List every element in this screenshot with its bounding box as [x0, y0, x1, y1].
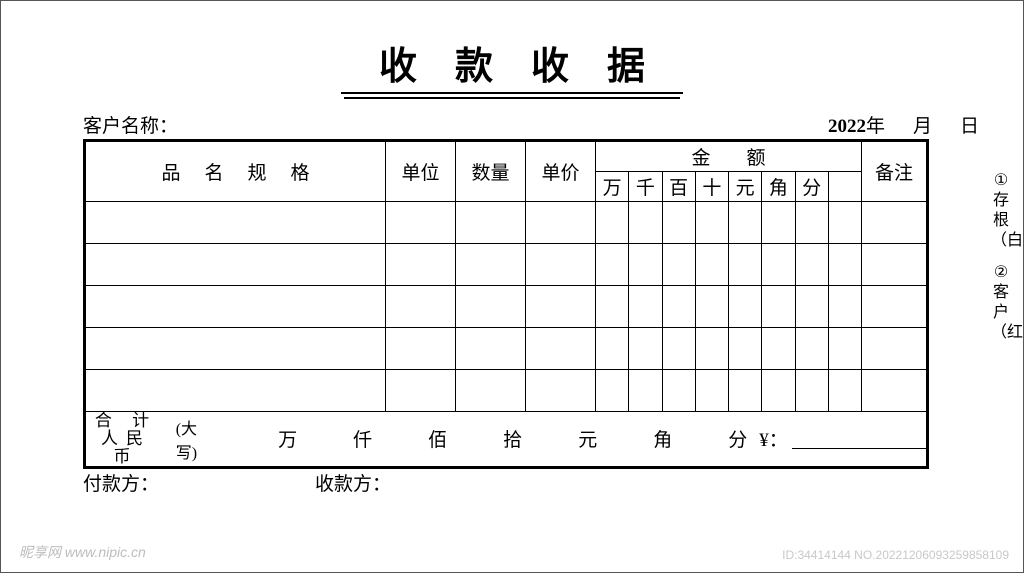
total-label-top: 合 计: [90, 412, 162, 430]
total-inner: 合 计 人民币 (大写) 万 仟 佰 拾 元 角 分 ¥：: [86, 412, 926, 466]
table-row: [86, 370, 927, 412]
watermark-right: ID:34414144 NO.20221206093259858109: [782, 548, 1009, 562]
page-title: 收款收据: [341, 35, 683, 94]
title-wrap: 收款收据: [1, 35, 1023, 99]
meta-row: 客户名称： 2022年 月 日: [83, 111, 979, 138]
hdr-digit-fen: 分: [795, 172, 828, 202]
circle-two-icon: ②: [991, 263, 1011, 283]
payer-label: 付款方：: [83, 469, 315, 496]
table-row: [86, 286, 927, 328]
receipt-table: 品名规格 单位 数量 单价 金额 备注 万 千 百 十 元 角 分: [85, 141, 927, 467]
hdr-amount: 金额: [596, 142, 862, 172]
receipt-table-wrap: 品名规格 单位 数量 单价 金额 备注 万 千 百 十 元 角 分: [83, 139, 929, 469]
table-row: [86, 244, 927, 286]
total-unit-yuan: 元: [528, 425, 603, 452]
total-label: 合 计 人民币: [90, 412, 162, 466]
total-label-bottom: 人民币: [90, 430, 162, 466]
side-copy-1: ① 存根（白）: [991, 171, 1011, 251]
receipt-page: 收款收据 客户名称： 2022年 月 日 品名规格 单位 数量 单价 金额 备注 万…: [0, 0, 1024, 573]
year-unit: 年: [866, 116, 885, 137]
footer-row: 付款方： 收款方：: [83, 469, 391, 496]
month-unit: 月: [913, 116, 932, 137]
hdr-digit-qian: 千: [629, 172, 662, 202]
total-row: 合 计 人民币 (大写) 万 仟 佰 拾 元 角 分 ¥：: [86, 412, 927, 467]
total-currency: ¥：: [759, 425, 788, 452]
day-unit: 日: [960, 116, 979, 137]
table-row: [86, 202, 927, 244]
hdr-note: 备注: [862, 142, 927, 202]
total-daxie: (大写): [166, 415, 207, 463]
hdr-digit-yuan: 元: [729, 172, 762, 202]
watermark-left: 昵享网 www.nipic.cn: [19, 542, 146, 562]
table-body: 合 计 人民币 (大写) 万 仟 佰 拾 元 角 分 ¥：: [86, 202, 927, 467]
hdr-digit-blank: [828, 172, 861, 202]
hdr-unit: 单位: [386, 142, 456, 202]
side-copy-2-text: 客户（红）: [991, 283, 1011, 343]
hdr-digit-wan: 万: [596, 172, 629, 202]
hdr-qty: 数量: [456, 142, 526, 202]
side-copy-2: ② 客户（红）: [991, 263, 1011, 343]
year-value: 2022: [828, 116, 866, 137]
hdr-digit-bai: 百: [662, 172, 695, 202]
total-unit-qian: 仟: [303, 425, 378, 452]
total-unit-jiao: 角: [603, 425, 678, 452]
hdr-digit-jiao: 角: [762, 172, 795, 202]
total-unit-shi: 拾: [453, 425, 528, 452]
hdr-digit-shi: 十: [695, 172, 728, 202]
total-amount-line: [792, 428, 926, 449]
table-row: [86, 328, 927, 370]
total-unit-fen: 分: [678, 425, 753, 452]
payee-label: 收款方：: [315, 469, 391, 496]
hdr-price: 单价: [526, 142, 596, 202]
circle-one-icon: ①: [991, 171, 1011, 191]
hdr-spec: 品名规格: [86, 142, 386, 202]
customer-label: 客户名称：: [83, 111, 178, 138]
title-underline: [344, 97, 680, 99]
side-note: ① 存根（白） ② 客户（红）: [991, 171, 1011, 355]
date-field: 2022年 月 日: [828, 111, 979, 138]
total-unit-wan: 万: [211, 425, 303, 452]
side-copy-1-text: 存根（白）: [991, 191, 1011, 251]
total-unit-bai: 佰: [378, 425, 453, 452]
